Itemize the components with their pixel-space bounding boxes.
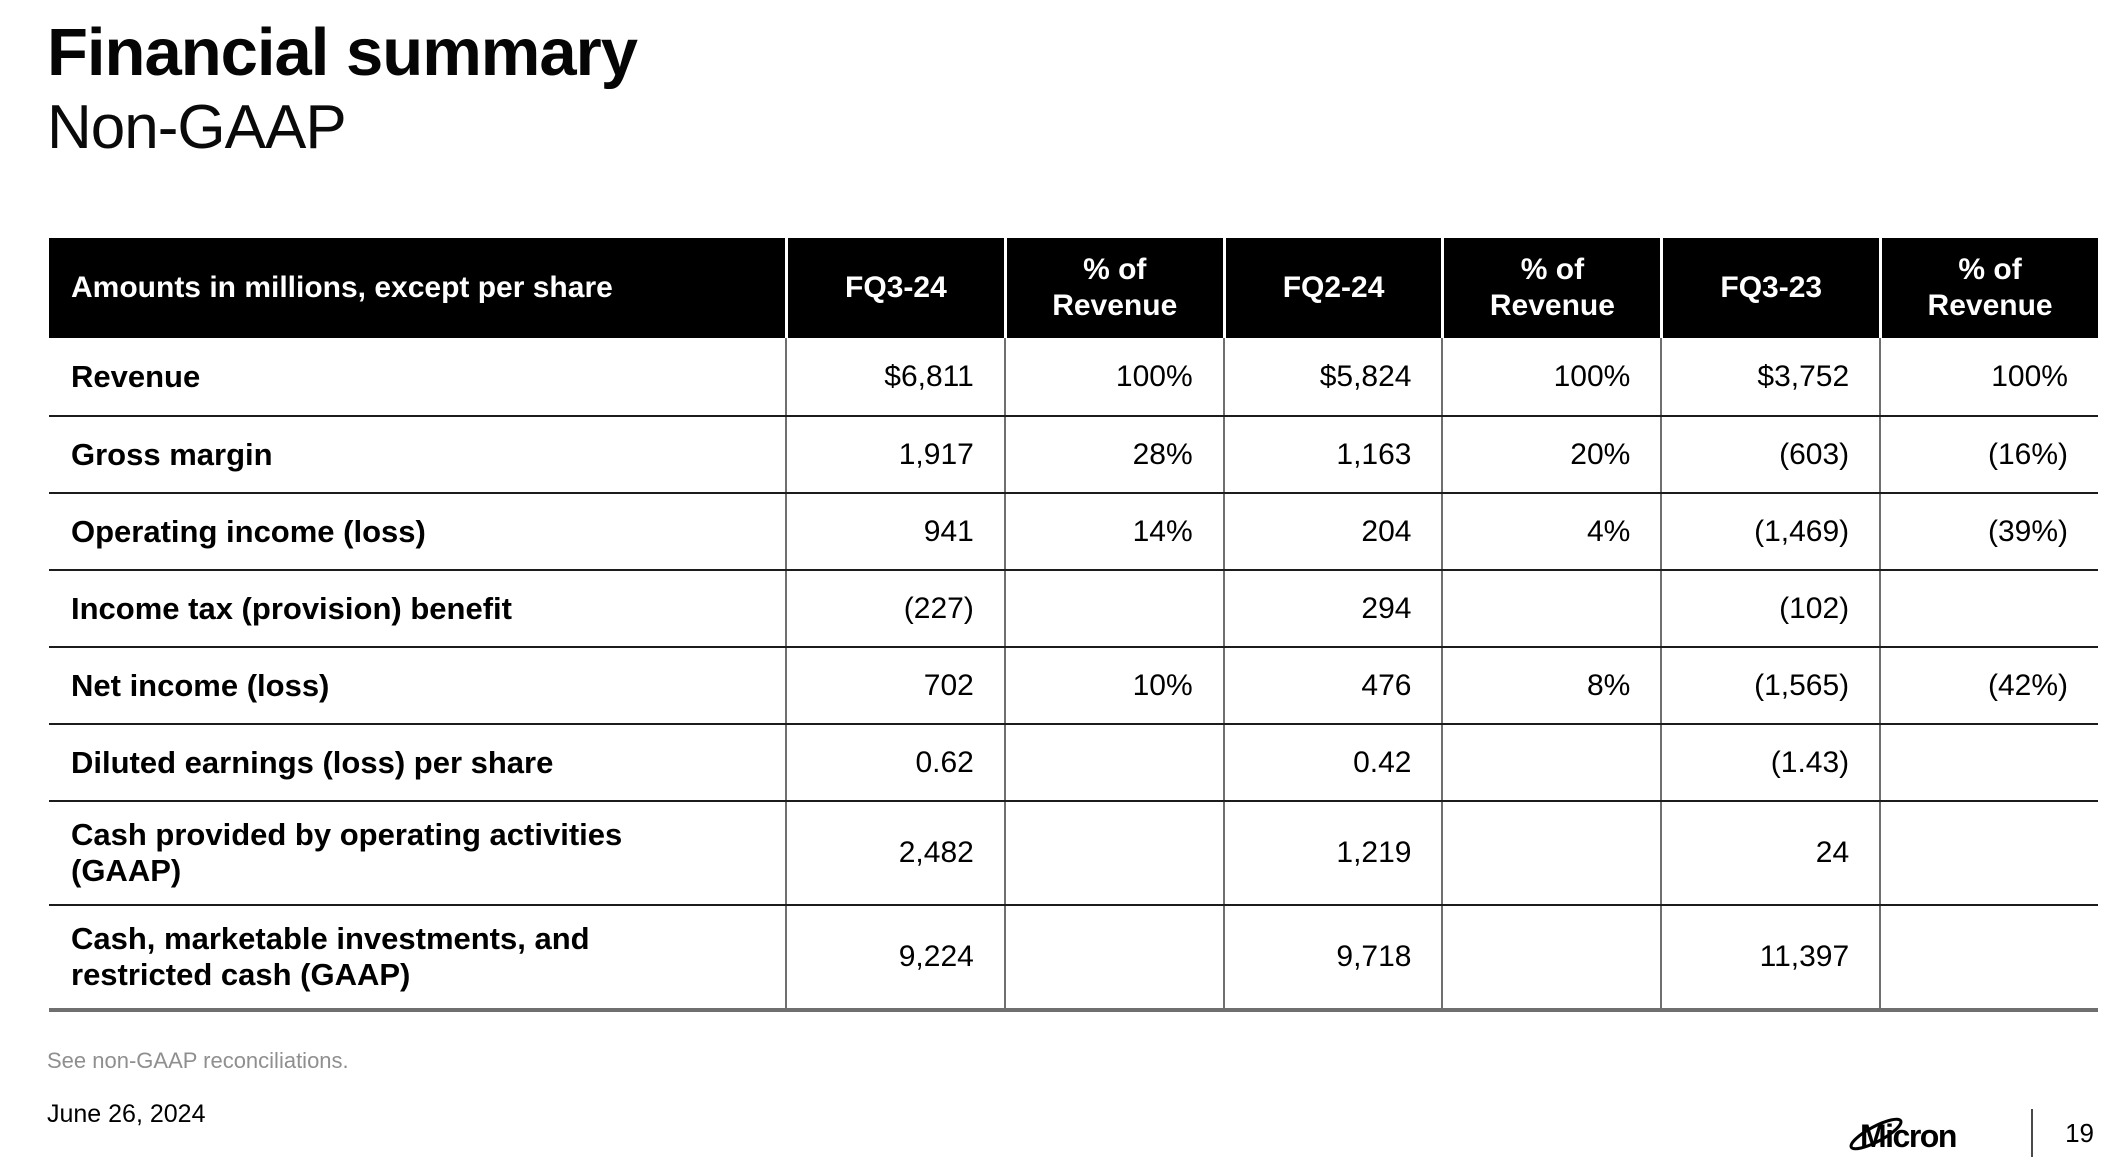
cell-value <box>1879 906 2098 1008</box>
cell-value: 294 <box>1222 571 1442 646</box>
footer-divider <box>2031 1109 2034 1157</box>
row-label: Income tax (provision) benefit <box>71 590 512 626</box>
footnote: See non-GAAP reconciliations. <box>47 1048 349 1073</box>
micron-logo: Micron <box>1849 1117 1957 1154</box>
row-net-income: Net income (loss) 702 10% 476 8% (1,565)… <box>49 646 2098 723</box>
cell-value: 100% <box>1003 338 1223 415</box>
cell-value: 1,917 <box>785 417 1004 492</box>
cell-value: 8% <box>1441 648 1660 723</box>
row-cash-investments: Cash, marketable investments, and restri… <box>49 904 2098 1008</box>
cell-value: 24 <box>1660 802 1879 904</box>
cell-value: 20% <box>1441 417 1660 492</box>
financial-summary-table: Amounts in millions, except per share FQ… <box>49 238 2098 1012</box>
slide-date: June 26, 2024 <box>47 1100 206 1128</box>
svg-text:Micron: Micron <box>1860 1118 1956 1154</box>
cell-value: 11,397 <box>1660 906 1879 1008</box>
row-label: Diluted earnings (loss) per share <box>71 744 554 780</box>
page-subtitle: Non-GAAP <box>47 93 347 162</box>
footer-logo-cluster: Micron 19 <box>1847 1106 2094 1160</box>
row-diluted-eps: Diluted earnings (loss) per share 0.62 0… <box>49 723 2098 800</box>
page-number: 19 <box>2065 1117 2094 1148</box>
cell-value <box>1003 906 1223 1008</box>
cell-value: (16%) <box>1879 417 2098 492</box>
cell-value: $3,752 <box>1660 338 1879 415</box>
cell-value: (227) <box>785 571 1004 646</box>
cell-value: 2,482 <box>785 802 1004 904</box>
header-fq3-23: FQ3-23 <box>1660 238 1879 338</box>
header-amounts: Amounts in millions, except per share <box>71 271 613 304</box>
cell-value: 10% <box>1003 648 1223 723</box>
row-label: Cash provided by operating activities (G… <box>71 817 623 888</box>
cell-value: $5,824 <box>1222 338 1442 415</box>
cell-value: (102) <box>1660 571 1879 646</box>
header-fq3-24: FQ3-24 <box>785 238 1004 338</box>
cell-value: 1,163 <box>1222 417 1442 492</box>
cell-value: 14% <box>1003 494 1223 569</box>
table-header-row: Amounts in millions, except per share FQ… <box>49 238 2098 338</box>
cell-value: (1,565) <box>1660 648 1879 723</box>
header-pct-revenue-3: % of Revenue <box>1879 238 2098 338</box>
row-label: Cash, marketable investments, and restri… <box>71 921 590 992</box>
cell-value: 476 <box>1222 648 1442 723</box>
page-title: Financial summary <box>47 15 638 90</box>
header-pct-revenue-1: % of Revenue <box>1003 238 1223 338</box>
row-operating-income: Operating income (loss) 941 14% 204 4% (… <box>49 492 2098 569</box>
row-cash-operating: Cash provided by operating activities (G… <box>49 800 2098 904</box>
cell-value <box>1441 725 1660 800</box>
micron-orbit-icon <box>1849 1117 1903 1151</box>
cell-value: 9,224 <box>785 906 1004 1008</box>
row-label: Net income (loss) <box>71 667 330 703</box>
row-label: Revenue <box>71 358 201 394</box>
cell-value: (1,469) <box>1660 494 1879 569</box>
cell-value: 204 <box>1222 494 1442 569</box>
cell-value: (39%) <box>1879 494 2098 569</box>
table-body: Revenue $6,811 100% $5,824 100% $3,752 1… <box>49 338 2098 1012</box>
cell-value <box>1441 802 1660 904</box>
cell-value: 28% <box>1003 417 1223 492</box>
cell-value <box>1003 725 1223 800</box>
cell-value: 0.62 <box>785 725 1004 800</box>
row-label: Gross margin <box>71 436 273 472</box>
cell-value <box>1441 906 1660 1008</box>
cell-value <box>1003 571 1223 646</box>
cell-value: 100% <box>1441 338 1660 415</box>
cell-value: (1.43) <box>1660 725 1879 800</box>
cell-value: 0.42 <box>1222 725 1442 800</box>
cell-value <box>1003 802 1223 904</box>
header-pct-revenue-2: % of Revenue <box>1441 238 1660 338</box>
row-label: Operating income (loss) <box>71 513 426 549</box>
cell-value: (603) <box>1660 417 1879 492</box>
cell-value: 1,219 <box>1222 802 1442 904</box>
cell-value <box>1879 802 2098 904</box>
cell-value <box>1879 571 2098 646</box>
row-revenue: Revenue $6,811 100% $5,824 100% $3,752 1… <box>49 338 2098 415</box>
cell-value: $6,811 <box>785 338 1004 415</box>
cell-value: 941 <box>785 494 1004 569</box>
header-fq2-24: FQ2-24 <box>1222 238 1442 338</box>
cell-value: 100% <box>1879 338 2098 415</box>
cell-value: 9,718 <box>1222 906 1442 1008</box>
cell-value <box>1879 725 2098 800</box>
row-income-tax: Income tax (provision) benefit (227) 294… <box>49 569 2098 646</box>
cell-value: 702 <box>785 648 1004 723</box>
row-gross-margin: Gross margin 1,917 28% 1,163 20% (603) (… <box>49 415 2098 492</box>
title-block: Financial summary Non-GAAP <box>47 14 638 164</box>
cell-value: (42%) <box>1879 648 2098 723</box>
cell-value: 4% <box>1441 494 1660 569</box>
cell-value <box>1441 571 1660 646</box>
